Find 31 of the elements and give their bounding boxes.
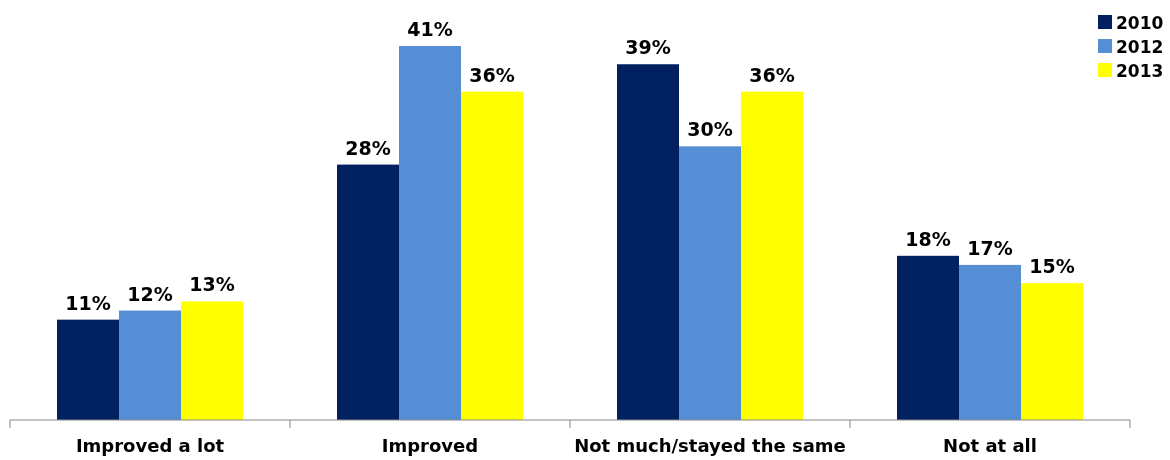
bar <box>617 64 679 420</box>
bar <box>461 91 523 420</box>
data-label: 36% <box>749 63 795 86</box>
x-tick-label: Not much/stayed the same <box>574 435 846 456</box>
bar <box>1021 283 1083 420</box>
data-label: 41% <box>407 18 453 40</box>
data-label: 13% <box>189 273 235 296</box>
legend-label: 2013 <box>1116 61 1164 81</box>
bar <box>959 264 1021 420</box>
data-label: 18% <box>905 227 951 250</box>
data-label: 30% <box>687 118 733 141</box>
legend-label: 2010 <box>1116 13 1164 33</box>
data-label: 11% <box>65 291 111 314</box>
data-label: 39% <box>625 36 671 59</box>
data-label: 36% <box>469 63 515 86</box>
bar <box>181 301 243 420</box>
bar <box>399 46 461 420</box>
bar <box>679 146 741 420</box>
data-label: 17% <box>967 236 1013 259</box>
x-tick-label: Improved <box>381 435 479 456</box>
bar <box>337 164 399 420</box>
data-label: 15% <box>1029 255 1075 278</box>
x-tick-label: Not at all <box>943 435 1037 456</box>
x-tick-label: Improved a lot <box>75 435 225 456</box>
legend-label: 2012 <box>1116 37 1164 57</box>
bar <box>897 255 959 420</box>
data-label: 28% <box>345 136 391 159</box>
data-label: 12% <box>127 282 173 305</box>
bar <box>119 310 181 420</box>
bar <box>57 319 119 420</box>
bar <box>741 91 803 420</box>
